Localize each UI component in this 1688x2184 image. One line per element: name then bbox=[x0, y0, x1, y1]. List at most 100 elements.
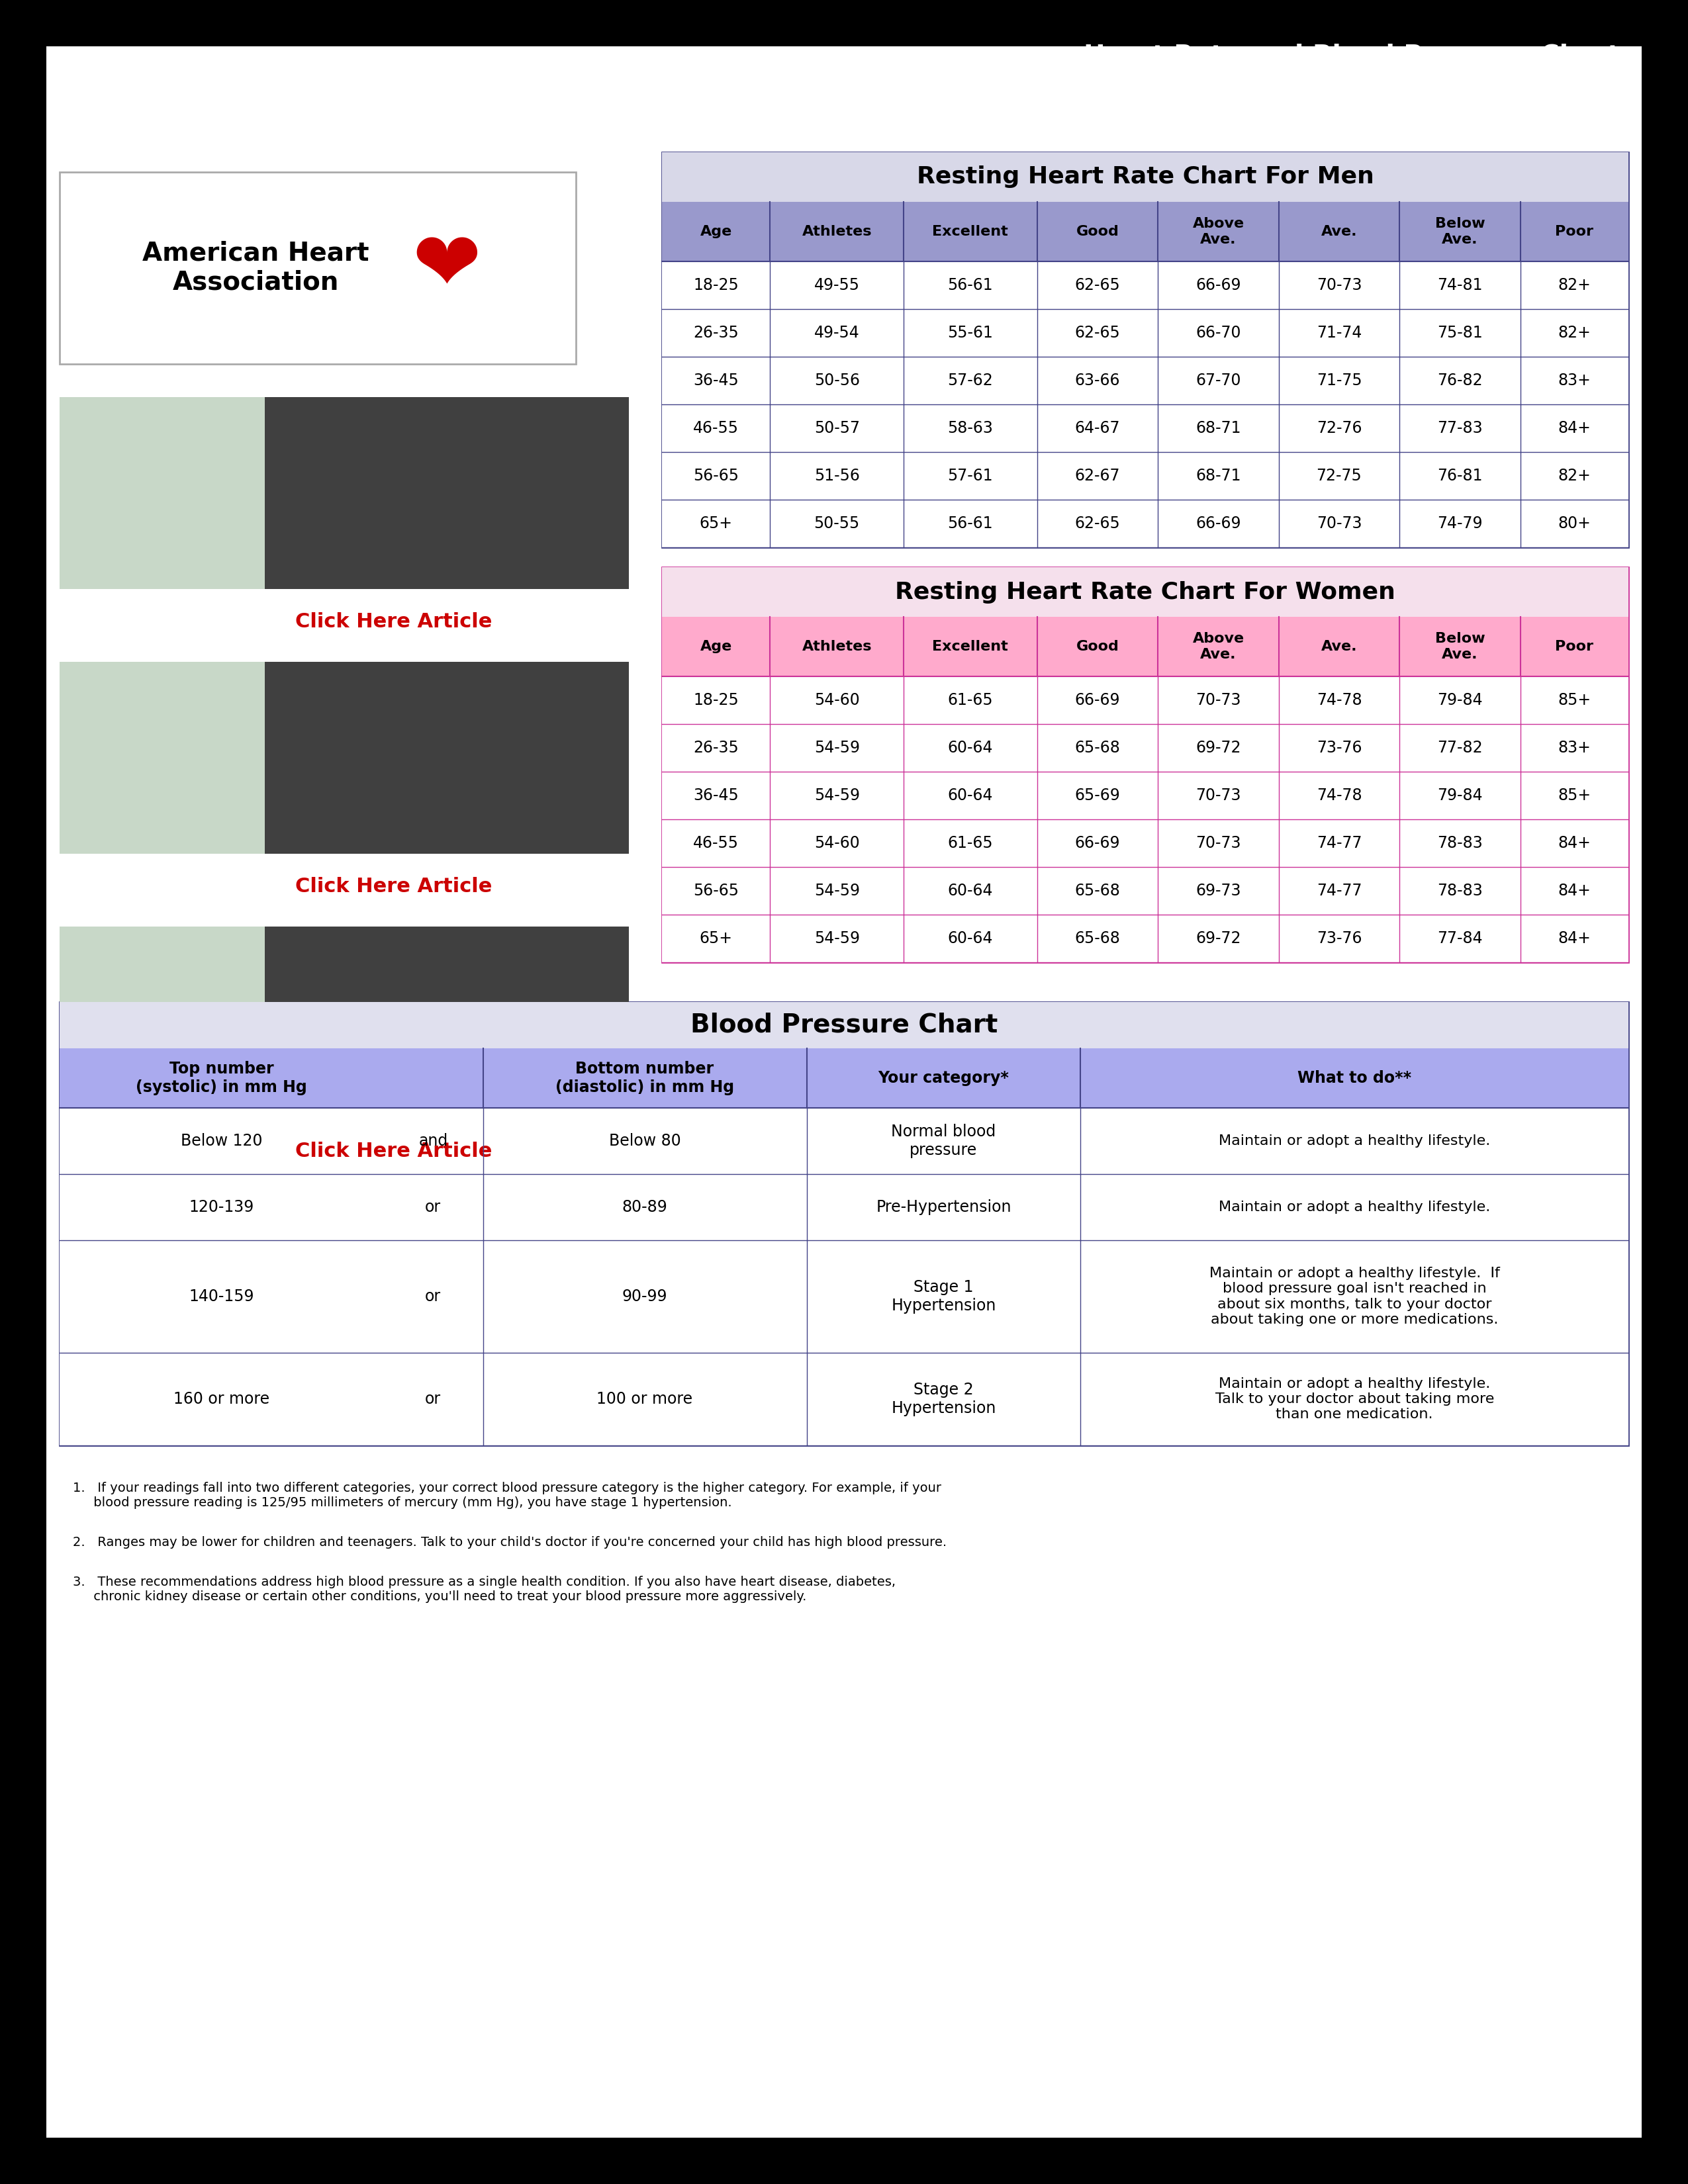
Text: 76-82: 76-82 bbox=[1436, 373, 1482, 389]
Text: 79-84: 79-84 bbox=[1436, 692, 1482, 708]
Text: Click Here Article: Click Here Article bbox=[295, 878, 491, 895]
Bar bbox=[662, 153, 1629, 201]
Text: Excellent: Excellent bbox=[932, 640, 1008, 653]
Bar bbox=[59, 662, 265, 854]
Text: 64-67: 64-67 bbox=[1075, 419, 1121, 437]
Text: 61-65: 61-65 bbox=[947, 692, 993, 708]
Text: 65-69: 65-69 bbox=[1075, 788, 1121, 804]
Text: 61-65: 61-65 bbox=[947, 834, 993, 852]
Bar bbox=[59, 1241, 1629, 1352]
Text: 54-60: 54-60 bbox=[814, 834, 859, 852]
Text: 74-81: 74-81 bbox=[1436, 277, 1482, 293]
Text: 73-76: 73-76 bbox=[1317, 740, 1362, 756]
Text: Maintain or adopt a healthy lifestyle.  If
blood pressure goal isn't reached in
: Maintain or adopt a healthy lifestyle. I… bbox=[1209, 1267, 1499, 1326]
Text: 49-54: 49-54 bbox=[814, 325, 859, 341]
Text: 68-71: 68-71 bbox=[1195, 419, 1241, 437]
Text: 51-56: 51-56 bbox=[814, 467, 859, 485]
Text: Resting Heart Rate Chart For Women: Resting Heart Rate Chart For Women bbox=[895, 581, 1396, 603]
Bar bbox=[662, 725, 1629, 771]
Text: 82+: 82+ bbox=[1558, 277, 1590, 293]
Text: 26-35: 26-35 bbox=[694, 740, 739, 756]
Bar bbox=[662, 262, 1629, 310]
Text: 18-25: 18-25 bbox=[694, 692, 739, 708]
Text: 100 or more: 100 or more bbox=[598, 1391, 692, 1406]
Text: Click Here Article: Click Here Article bbox=[295, 612, 491, 631]
Bar bbox=[59, 1107, 1629, 1175]
Text: 56-61: 56-61 bbox=[947, 277, 993, 293]
Text: 26-35: 26-35 bbox=[694, 325, 739, 341]
Text: 74-78: 74-78 bbox=[1317, 692, 1362, 708]
Text: 72-76: 72-76 bbox=[1317, 419, 1362, 437]
Text: 85+: 85+ bbox=[1558, 692, 1592, 708]
Text: 36-45: 36-45 bbox=[694, 788, 739, 804]
Text: 65+: 65+ bbox=[699, 930, 733, 946]
Text: 70-73: 70-73 bbox=[1317, 277, 1362, 293]
Text: Below
Ave.: Below Ave. bbox=[1435, 633, 1485, 662]
Text: 62-65: 62-65 bbox=[1075, 277, 1121, 293]
Text: 69-72: 69-72 bbox=[1195, 740, 1241, 756]
Text: Maintain or adopt a healthy lifestyle.: Maintain or adopt a healthy lifestyle. bbox=[1219, 1133, 1491, 1147]
Bar bbox=[265, 926, 630, 1118]
Text: 54-59: 54-59 bbox=[814, 740, 859, 756]
Text: Poor: Poor bbox=[1555, 225, 1593, 238]
Bar bbox=[662, 568, 1629, 963]
Text: 83+: 83+ bbox=[1558, 740, 1590, 756]
Bar bbox=[662, 356, 1629, 404]
Text: 70-73: 70-73 bbox=[1317, 515, 1362, 531]
Text: 70-73: 70-73 bbox=[1195, 692, 1241, 708]
Text: 76-81: 76-81 bbox=[1436, 467, 1482, 485]
Bar bbox=[662, 201, 1629, 262]
Text: 57-62: 57-62 bbox=[947, 373, 993, 389]
Text: 57-61: 57-61 bbox=[947, 467, 993, 485]
Text: 3.   These recommendations address high blood pressure as a single health condit: 3. These recommendations address high bl… bbox=[73, 1577, 896, 1603]
Text: 67-70: 67-70 bbox=[1195, 373, 1241, 389]
Text: 74-78: 74-78 bbox=[1317, 788, 1362, 804]
Text: 2.   Ranges may be lower for children and teenagers. Talk to your child's doctor: 2. Ranges may be lower for children and … bbox=[73, 1535, 947, 1548]
Text: 84+: 84+ bbox=[1558, 419, 1590, 437]
Text: 66-70: 66-70 bbox=[1195, 325, 1241, 341]
Text: Maintain or adopt a healthy lifestyle.: Maintain or adopt a healthy lifestyle. bbox=[1219, 1201, 1491, 1214]
Bar bbox=[662, 771, 1629, 819]
Text: 65-68: 65-68 bbox=[1075, 930, 1121, 946]
Text: Stage 2
Hypertension: Stage 2 Hypertension bbox=[891, 1382, 996, 1415]
Text: Top number
(systolic) in mm Hg: Top number (systolic) in mm Hg bbox=[135, 1061, 307, 1094]
Text: 69-72: 69-72 bbox=[1195, 930, 1241, 946]
Text: Good: Good bbox=[1075, 640, 1119, 653]
Text: Bottom number
(diastolic) in mm Hg: Bottom number (diastolic) in mm Hg bbox=[555, 1061, 734, 1094]
Text: 49-55: 49-55 bbox=[814, 277, 859, 293]
Text: 80-89: 80-89 bbox=[621, 1199, 667, 1214]
Bar bbox=[662, 310, 1629, 356]
Text: 70-73: 70-73 bbox=[1195, 788, 1241, 804]
Text: ❤: ❤ bbox=[412, 227, 481, 308]
Text: 56-65: 56-65 bbox=[694, 467, 739, 485]
Text: Age: Age bbox=[701, 225, 733, 238]
Text: 83+: 83+ bbox=[1558, 373, 1590, 389]
Text: 54-59: 54-59 bbox=[814, 930, 859, 946]
Text: 66-69: 66-69 bbox=[1075, 692, 1121, 708]
Bar bbox=[59, 1175, 1629, 1241]
Text: or: or bbox=[425, 1289, 441, 1304]
Text: 56-61: 56-61 bbox=[947, 515, 993, 531]
Text: 46-55: 46-55 bbox=[694, 419, 739, 437]
Bar bbox=[59, 173, 576, 365]
Text: Your category*: Your category* bbox=[878, 1070, 1009, 1085]
Text: or: or bbox=[425, 1199, 441, 1214]
Bar bbox=[662, 915, 1629, 963]
Text: 60-64: 60-64 bbox=[947, 788, 993, 804]
Text: Normal blood
pressure: Normal blood pressure bbox=[891, 1125, 996, 1158]
Text: 71-74: 71-74 bbox=[1317, 325, 1362, 341]
Bar bbox=[662, 568, 1629, 616]
Text: 74-79: 74-79 bbox=[1436, 515, 1482, 531]
Text: 77-84: 77-84 bbox=[1436, 930, 1482, 946]
Bar bbox=[662, 404, 1629, 452]
Text: Below 80: Below 80 bbox=[609, 1133, 680, 1149]
Text: 66-69: 66-69 bbox=[1195, 515, 1241, 531]
Text: Good: Good bbox=[1075, 225, 1119, 238]
Text: 36-45: 36-45 bbox=[694, 373, 739, 389]
Text: 58-63: 58-63 bbox=[947, 419, 993, 437]
Text: 90-99: 90-99 bbox=[623, 1289, 667, 1304]
Text: 69-73: 69-73 bbox=[1195, 882, 1241, 900]
Text: 46-55: 46-55 bbox=[694, 834, 739, 852]
Bar bbox=[662, 452, 1629, 500]
Bar bbox=[265, 397, 630, 590]
